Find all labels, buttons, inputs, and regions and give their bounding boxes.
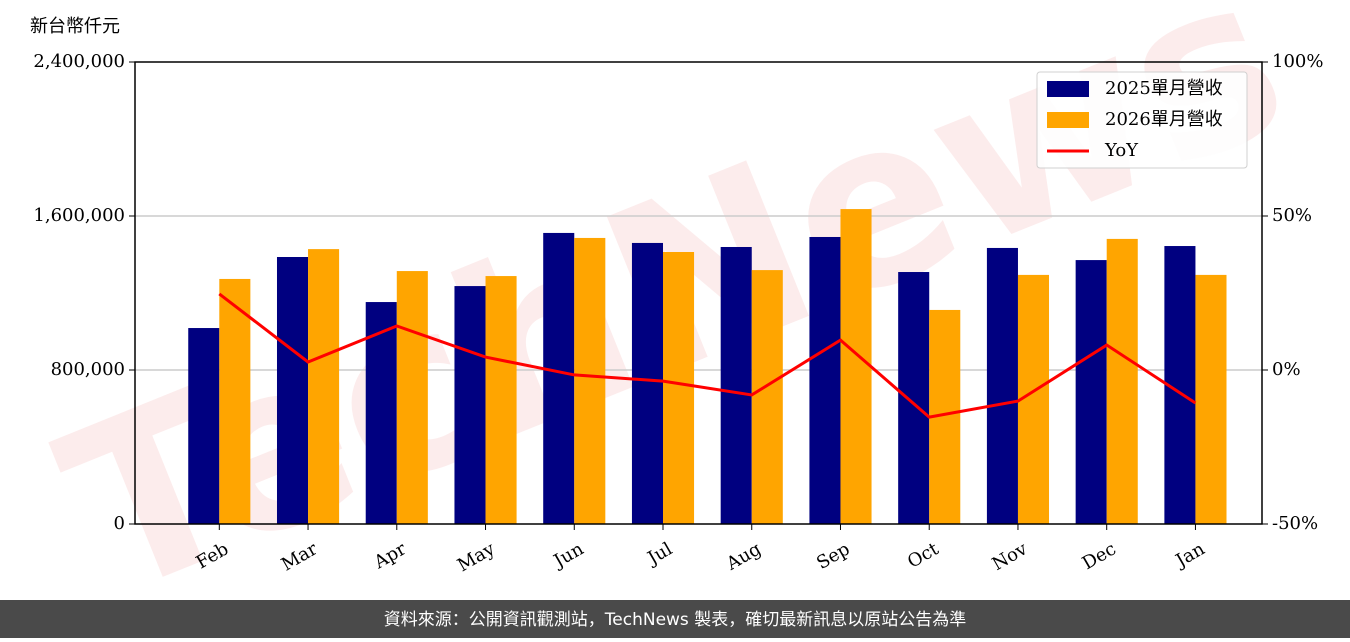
- legend-label: YoY: [1104, 140, 1139, 161]
- bar: [986, 247, 1018, 524]
- x-tick-label: Oct: [904, 538, 943, 573]
- bar: [751, 270, 783, 524]
- y-tick-label: 800,000: [51, 359, 125, 380]
- y-axis-label: 新台幣仟元: [30, 16, 120, 37]
- bar: [485, 276, 517, 524]
- legend-swatch: [1047, 81, 1089, 97]
- bar: [1195, 274, 1227, 524]
- bar: [188, 328, 220, 524]
- x-tick-label: Dec: [1079, 538, 1120, 574]
- x-tick-label: Aug: [722, 538, 765, 575]
- bar: [574, 237, 606, 524]
- legend-box: [1036, 71, 1248, 169]
- x-tick-label: Jul: [642, 538, 676, 570]
- footer-text: 資料來源：公開資訊觀測站，TechNews 製表，確切最新訊息以原站公告為準: [384, 610, 966, 630]
- legend-label: 2026單月營收: [1105, 109, 1223, 130]
- y2-tick-label: 0%: [1272, 359, 1301, 380]
- bar: [809, 236, 841, 525]
- line: [218, 292, 1197, 419]
- x-tick-label: Jan: [1171, 538, 1209, 572]
- x-tick-label: Sep: [813, 538, 853, 573]
- y2-tick-label: -50%: [1272, 513, 1318, 534]
- bar: [396, 271, 428, 524]
- bar: [543, 232, 575, 524]
- bar: [365, 302, 397, 524]
- y-tick-label: 1,600,000: [33, 205, 125, 226]
- bar: [276, 257, 309, 524]
- y-tick-label: 2,400,000: [33, 51, 125, 72]
- bar: [219, 278, 251, 524]
- bar: [308, 249, 340, 525]
- x-tick-label: May: [454, 538, 499, 576]
- y2-tick-label: 50%: [1272, 205, 1312, 226]
- legend-swatch: [1047, 112, 1089, 128]
- x-tick-label: Nov: [989, 538, 1032, 575]
- bar: [663, 251, 695, 524]
- bar: [720, 246, 752, 524]
- bar: [840, 209, 872, 524]
- bar: [1075, 260, 1107, 524]
- bar: [1106, 238, 1138, 524]
- y2-tick-label: 100%: [1272, 51, 1323, 72]
- bar: [631, 242, 664, 524]
- bar: [898, 272, 930, 524]
- plot-frame: [134, 61, 1263, 525]
- footer-bar: [0, 600, 1350, 638]
- legend-label: 2025單月營收: [1105, 78, 1223, 99]
- x-tick-label: Jun: [549, 538, 588, 573]
- bar: [454, 286, 486, 524]
- y-tick-label: 0: [114, 513, 125, 534]
